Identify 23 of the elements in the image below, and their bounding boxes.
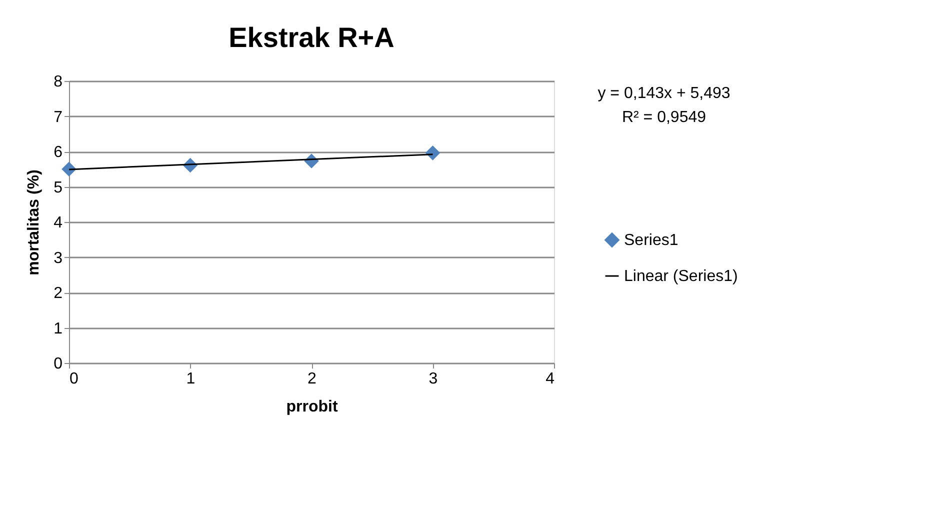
x-axis-title: prrobit — [286, 398, 338, 416]
x-tick-label: 3 — [428, 370, 438, 388]
y-tick-label: 5 — [54, 179, 63, 196]
y-tick-label: 4 — [54, 214, 63, 232]
y-tick-label: 7 — [54, 108, 63, 126]
x-tick-label: 2 — [308, 370, 317, 388]
x-tick-label: 1 — [186, 370, 196, 388]
y-tick-label: 2 — [54, 285, 63, 302]
x-tick-label: 0 — [70, 370, 78, 388]
y-tick-label: 1 — [54, 320, 63, 338]
text: R² = 0,9549 — [622, 109, 706, 126]
point — [62, 162, 76, 177]
point — [425, 145, 440, 160]
y-axis-title: mortalitas (%) — [26, 170, 43, 276]
legend-label: Linear (Series1) — [624, 268, 738, 285]
legend-label: Series1 — [624, 232, 678, 249]
y-tick-label: 0 — [54, 356, 63, 372]
chart-title: Ekstrak R+A — [228, 22, 394, 53]
x-tick-label: 4 — [546, 370, 555, 388]
y-tick-label: 3 — [54, 250, 63, 267]
y-tick-label: 6 — [54, 144, 63, 161]
y-tick-label: 8 — [54, 74, 63, 90]
text: y = 0,143x + 5,493 — [598, 85, 730, 102]
